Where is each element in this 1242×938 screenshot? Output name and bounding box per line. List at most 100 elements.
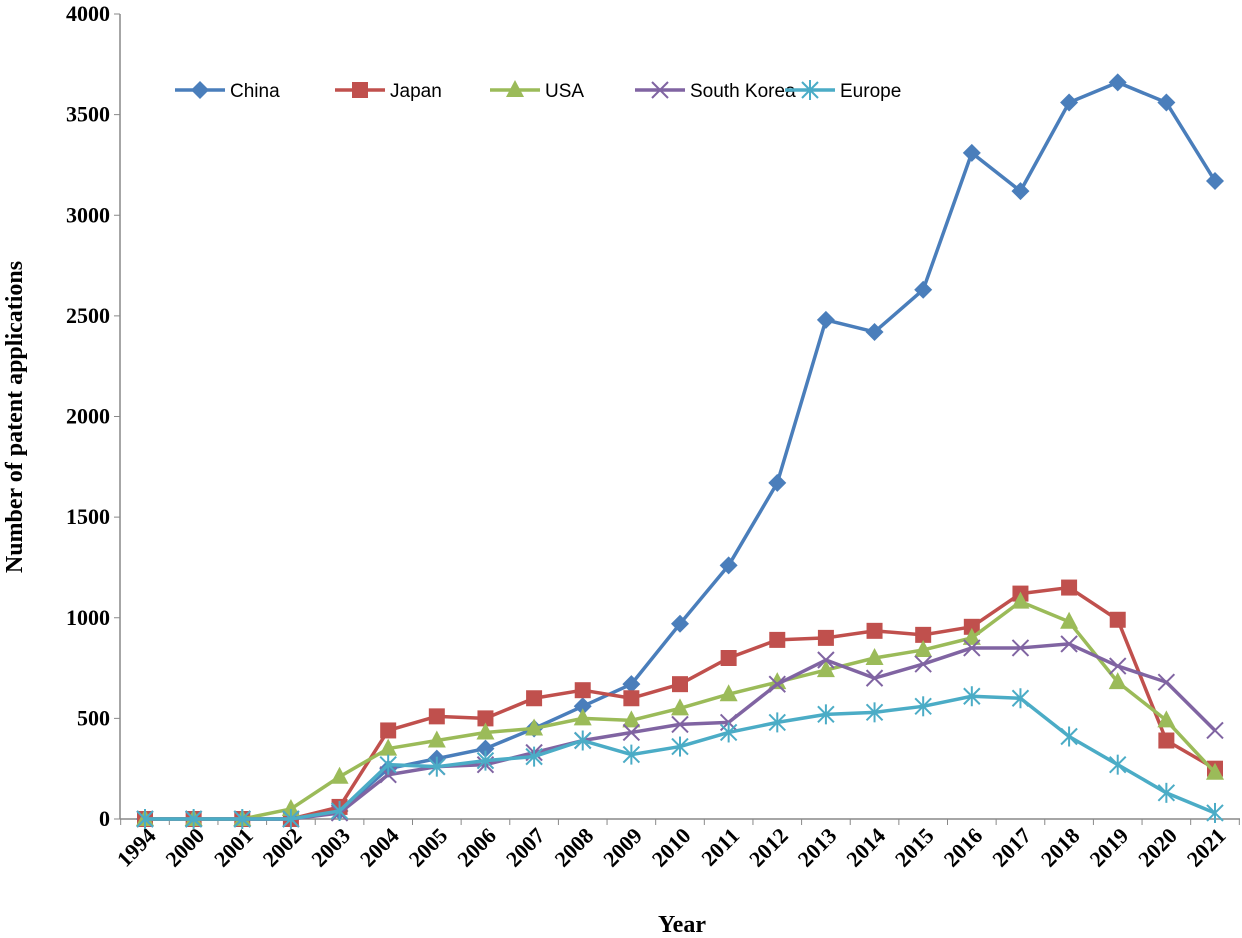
point-usa [427, 730, 446, 748]
point-europe [1011, 688, 1030, 709]
x-tick-label: 2008 [549, 823, 598, 872]
point-japan [574, 682, 591, 699]
series-usa [136, 591, 1224, 826]
point-japan [1158, 732, 1175, 749]
x-tick-label: 2009 [598, 823, 647, 872]
point-usa [1060, 611, 1079, 629]
point-south-korea [1060, 635, 1078, 653]
x-tick-label: 2011 [696, 823, 744, 871]
point-japan [1109, 611, 1126, 628]
point-japan [623, 690, 640, 707]
y-axis-title: Number of patent applications [2, 261, 28, 573]
point-europe [282, 809, 300, 829]
point-japan [477, 710, 494, 727]
y-tick-label: 2500 [66, 303, 110, 328]
x-tick-label: 2000 [160, 823, 209, 872]
x-tick-label: 2012 [744, 823, 793, 872]
point-south-korea [671, 715, 689, 734]
point-south-korea [1157, 673, 1176, 691]
x-axis-title: Year [658, 912, 706, 938]
point-south-korea [1206, 721, 1224, 740]
point-europe [379, 754, 397, 775]
point-europe [525, 746, 543, 767]
point-japan [672, 676, 688, 693]
point-china [719, 556, 738, 575]
point-china [962, 143, 981, 162]
point-south-korea [963, 639, 981, 657]
x-tick-label: 2015 [890, 823, 939, 872]
point-china [1206, 172, 1224, 191]
point-south-korea-stroke [817, 651, 835, 669]
legend-marker [191, 81, 209, 99]
point-south-korea [622, 723, 641, 742]
point-south-korea-stroke [1060, 635, 1078, 653]
point-europe [1157, 782, 1176, 803]
point-europe [574, 730, 592, 751]
point-china [573, 697, 592, 716]
point-japan [963, 618, 980, 635]
point-europe [963, 686, 981, 707]
x-tick-label: 2019 [1084, 823, 1133, 872]
point-china [865, 322, 884, 341]
legend-marker [801, 80, 819, 100]
point-south-korea-stroke [1011, 639, 1030, 657]
point-europe [233, 809, 251, 829]
legend-marker-stroke [651, 81, 669, 99]
legend-label: Japan [390, 81, 442, 102]
x-tick-label: 2003 [306, 823, 355, 872]
point-usa [962, 627, 981, 645]
point-south-korea-stroke [1109, 657, 1127, 675]
point-south-korea [1011, 639, 1030, 657]
legend-marker [352, 82, 368, 98]
point-china [914, 280, 933, 299]
point-usa [1157, 710, 1176, 728]
point-south-korea-stroke [1157, 673, 1176, 691]
point-europe [865, 702, 884, 723]
point-europe [1206, 802, 1224, 823]
y-tick-label: 4000 [66, 1, 110, 26]
x-tick-label: 2014 [841, 823, 890, 872]
point-usa [281, 798, 300, 816]
point-usa [379, 738, 398, 756]
point-japan [526, 690, 543, 707]
point-china [768, 473, 787, 492]
x-tick-label: 2002 [258, 823, 307, 872]
point-japan [428, 708, 445, 725]
x-tick-label: 2004 [355, 823, 404, 872]
point-europe [622, 744, 641, 765]
point-europe [136, 809, 154, 829]
legend-label: Europe [840, 81, 901, 102]
x-tick-label: 2005 [404, 823, 453, 872]
legend-item-usa: USA [490, 80, 584, 102]
point-usa [865, 648, 884, 665]
point-usa [330, 766, 349, 784]
point-south-korea [768, 675, 786, 693]
point-south-korea-stroke [865, 669, 884, 687]
x-tick-label: 2013 [793, 823, 842, 872]
legend-item-china: China [175, 81, 280, 102]
point-europe [768, 712, 786, 733]
point-south-korea-stroke [1206, 721, 1224, 740]
point-china [1108, 73, 1127, 92]
x-tick-label: 2017 [987, 823, 1036, 872]
x-tick-label: 2007 [501, 823, 550, 872]
x-tick-label: 2018 [1036, 823, 1085, 872]
point-china [671, 614, 689, 633]
point-europe [476, 750, 495, 771]
point-europe [1060, 726, 1078, 747]
point-south-korea-stroke [768, 675, 786, 693]
point-south-korea [817, 651, 835, 669]
point-europe [719, 722, 738, 743]
legend-marker [651, 81, 669, 99]
point-japan [817, 629, 834, 646]
point-japan [915, 626, 932, 643]
point-south-korea-stroke [963, 639, 981, 657]
legend-item-europe: Europe [785, 80, 901, 102]
point-japan [1061, 579, 1078, 596]
x-tick-label: 2010 [647, 823, 696, 872]
line-south-korea [145, 642, 1217, 821]
point-usa [525, 718, 544, 736]
point-usa [1108, 672, 1127, 690]
y-tick-label: 500 [77, 705, 110, 730]
